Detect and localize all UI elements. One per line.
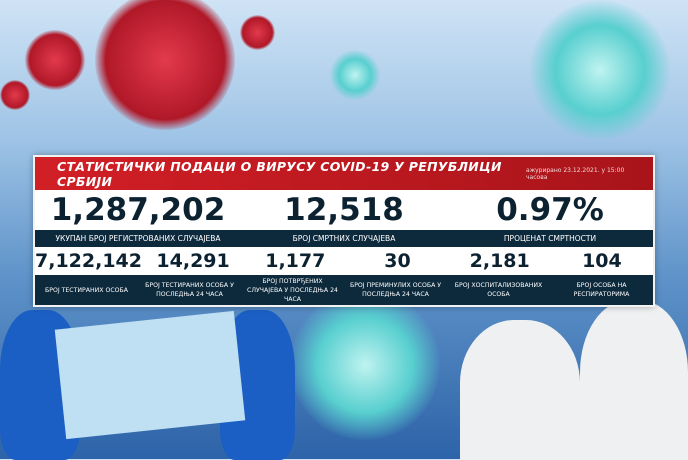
mortality-rate-value: 0.97%	[496, 192, 604, 228]
covid-stats-panel: СТАТИСТИЧКИ ПОДАЦИ О ВИРУСУ COVID-19 У Р…	[33, 155, 655, 307]
doctor-image	[460, 320, 580, 460]
tested-total-label: БРОЈ ТЕСТИРАНИХ ОСОБА	[44, 286, 129, 294]
face-mask-image	[54, 310, 246, 440]
virus-illustration	[240, 15, 275, 50]
panel-title: СТАТИСТИЧКИ ПОДАЦИ О ВИРУСУ COVID-19 У Р…	[57, 158, 502, 189]
mortality-rate-label: ПРОЦЕНАТ СМРТНОСТИ	[503, 234, 597, 243]
virus-illustration	[95, 0, 235, 130]
detail-stats-labels: БРОЈ ТЕСТИРАНИХ ОСОБА БРОЈ ТЕСТИРАНИХ ОС…	[35, 275, 653, 305]
tested-24h-label: БРОЈ ТЕСТИРАНИХ ОСОБА У ПОСЛЕДЊА 24 ЧАСА	[145, 282, 234, 298]
hospitalized-label: БРОЈ ХОСПИТАЛИЗОВАНИХ ОСОБА	[454, 282, 543, 298]
total-cases-value: 1,287,202	[50, 192, 226, 228]
doctor-image	[580, 300, 688, 460]
total-cases-label: УКУПАН БРОЈ РЕГИСТРОВАНИХ СЛУЧАЈЕВА	[55, 234, 221, 243]
updated-timestamp: ажурирано 23.12.2021. у 15:00 часова	[526, 166, 625, 181]
main-stats-values: 1,287,202 12,518 0.97%	[35, 190, 653, 230]
hospitalized-value: 2,181	[469, 250, 530, 272]
virus-illustration	[25, 30, 85, 90]
panel-header: СТАТИСТИЧКИ ПОДАЦИ О ВИРУСУ COVID-19 У Р…	[35, 157, 653, 190]
confirmed-24h-label: БРОЈ ПОТВРЂЕНИХ СЛУЧАЈЕВА У ПОСЛЕДЊА 24 …	[247, 277, 338, 303]
virus-illustration	[530, 0, 670, 140]
confirmed-24h-value: 1,177	[265, 250, 326, 272]
detail-stats-values: 7,122,142 14,291 1,177 30 2,181 104	[35, 247, 653, 275]
total-deaths-label: БРОЈ СМРТНИХ СЛУЧАЈЕВА	[292, 234, 396, 243]
tested-24h-value: 14,291	[156, 250, 230, 272]
virus-illustration	[0, 80, 30, 110]
deaths-24h-value: 30	[384, 250, 411, 272]
tested-total-value: 7,122,142	[35, 250, 142, 272]
main-stats-labels: УКУПАН БРОЈ РЕГИСТРОВАНИХ СЛУЧАЈЕВА БРОЈ…	[35, 230, 653, 247]
virus-illustration	[290, 290, 440, 440]
virus-illustration	[330, 50, 380, 100]
total-deaths-value: 12,518	[284, 192, 404, 228]
deaths-24h-label: БРОЈ ПРЕМИНУЛИХ ОСОБА У ПОСЛЕДЊА 24 ЧАСА	[349, 282, 442, 298]
ventilators-value: 104	[582, 250, 622, 272]
ventilators-label: БРОЈ ОСОБА НА РЕСПИРАТОРИМА	[573, 282, 630, 298]
